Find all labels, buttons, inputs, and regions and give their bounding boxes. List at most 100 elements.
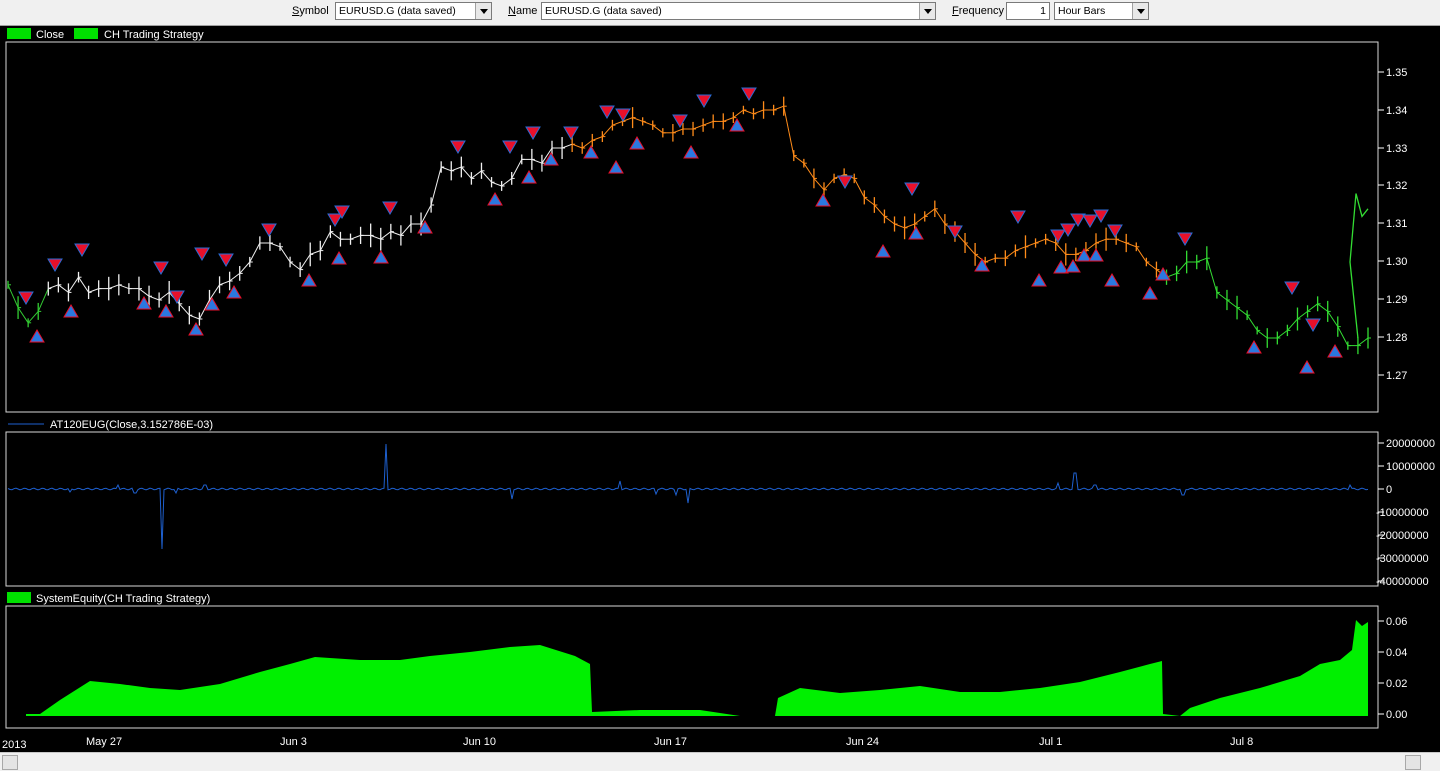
indicator-tick-label: -40000000 bbox=[1376, 576, 1429, 588]
buy-signal-icon bbox=[1031, 273, 1047, 287]
price-segment bbox=[783, 106, 795, 156]
indicator-tick-label: 20000000 bbox=[1386, 438, 1435, 450]
bar-type-dropdown-icon[interactable] bbox=[1132, 3, 1148, 19]
scroll-left-button[interactable] bbox=[2, 755, 18, 770]
price-segment bbox=[511, 159, 523, 179]
price-segment bbox=[1035, 238, 1046, 244]
sell-signal-icon bbox=[47, 258, 63, 272]
buy-signal-icon bbox=[875, 244, 891, 258]
symbol-dropdown-icon[interactable] bbox=[475, 3, 491, 19]
x-tick-label: May 27 bbox=[86, 736, 122, 748]
strategy-legend-label: CH Trading Strategy bbox=[104, 29, 204, 41]
price-tick-label: 1.33 bbox=[1386, 143, 1407, 155]
sell-signal-icon bbox=[502, 140, 518, 154]
buy-signal-icon bbox=[1246, 340, 1262, 354]
price-segment bbox=[118, 284, 130, 290]
price-segment bbox=[1287, 318, 1298, 331]
price-segment bbox=[652, 124, 664, 134]
name-dropdown-icon[interactable] bbox=[919, 3, 935, 19]
price-segment bbox=[571, 143, 583, 149]
price-segment bbox=[1277, 330, 1288, 339]
price-segment bbox=[330, 231, 341, 240]
indicator-y-axis: 20000000 10000000 0 -10000000 -20000000 … bbox=[1376, 438, 1435, 588]
name-select[interactable]: EURUSD.G (data saved) bbox=[541, 2, 936, 20]
indicator-tick-label: 10000000 bbox=[1386, 461, 1435, 473]
sell-signal-icon bbox=[696, 94, 712, 108]
buy-signal-icon bbox=[729, 118, 745, 132]
name-value: EURUSD.G (data saved) bbox=[545, 5, 662, 17]
price-segment bbox=[853, 178, 865, 198]
price-segment bbox=[1236, 307, 1248, 316]
sell-signal-icon bbox=[672, 114, 688, 128]
price-segment bbox=[1005, 250, 1016, 259]
bar-type-value: Hour Bars bbox=[1058, 5, 1106, 17]
price-segment bbox=[1095, 238, 1107, 244]
price-segment bbox=[430, 166, 442, 206]
indicator-tick-label: -20000000 bbox=[1376, 530, 1429, 542]
equity-panel-frame bbox=[5, 605, 1379, 729]
price-segment bbox=[914, 216, 926, 225]
price-segment bbox=[1206, 258, 1218, 293]
price-segment bbox=[1196, 257, 1207, 263]
price-segment bbox=[491, 181, 502, 187]
price-segment bbox=[622, 117, 633, 122]
price-segment bbox=[158, 292, 170, 301]
price-segment bbox=[1226, 299, 1238, 308]
price-spike bbox=[1349, 193, 1369, 339]
price-segment bbox=[58, 284, 69, 293]
buy-signal-icon bbox=[1076, 248, 1092, 262]
sell-signal-icon bbox=[194, 247, 210, 261]
price-segment bbox=[37, 288, 49, 312]
price-segment bbox=[78, 276, 90, 293]
price-segment bbox=[592, 136, 603, 141]
indicator-tick-label: -30000000 bbox=[1376, 553, 1429, 565]
equity-tick-label: 0.02 bbox=[1386, 678, 1407, 690]
symbol-select[interactable]: EURUSD.G (data saved) bbox=[335, 2, 492, 20]
indicator-tick-label: -10000000 bbox=[1376, 507, 1429, 519]
price-segment bbox=[601, 124, 613, 137]
price-segment bbox=[189, 314, 200, 320]
price-segment bbox=[531, 158, 543, 164]
sell-signal-icon bbox=[1284, 281, 1300, 295]
chart-canvas[interactable]: Close CH Trading Strategy AT120EUG(Close… bbox=[0, 0, 1440, 752]
buy-signal-icon bbox=[683, 145, 699, 159]
price-segment bbox=[581, 140, 593, 149]
x-axis: 2013 May 27 Jun 3 Jun 10 Jun 17 Jun 24 J… bbox=[2, 736, 1253, 751]
price-segment bbox=[561, 143, 573, 149]
price-segment bbox=[178, 303, 190, 316]
price-segment bbox=[148, 295, 160, 301]
frequency-input[interactable]: 1 bbox=[1006, 2, 1050, 20]
price-segment bbox=[1297, 311, 1308, 320]
price-segment bbox=[481, 170, 492, 183]
price-segment bbox=[17, 307, 29, 324]
price-segment bbox=[310, 250, 321, 255]
price-segment bbox=[1337, 326, 1349, 346]
price-segment bbox=[1216, 292, 1228, 301]
sell-signal-icon bbox=[599, 105, 615, 119]
price-segment bbox=[1085, 242, 1097, 251]
indicator-panel-frame bbox=[5, 431, 1379, 587]
x-tick-label: Jun 24 bbox=[846, 736, 879, 748]
buy-signal-icon bbox=[331, 251, 347, 265]
name-label: Name bbox=[508, 5, 538, 17]
buy-signal-icon bbox=[373, 250, 389, 264]
price-segment bbox=[904, 223, 915, 229]
price-segment bbox=[894, 223, 905, 229]
price-segment bbox=[299, 254, 311, 270]
scroll-thumb[interactable] bbox=[1405, 755, 1421, 770]
price-segment bbox=[350, 234, 361, 240]
bar-type-select[interactable]: Hour Bars bbox=[1054, 2, 1149, 20]
price-segment bbox=[733, 109, 744, 118]
price-segment bbox=[1317, 303, 1329, 312]
sell-signal-icon bbox=[837, 175, 853, 189]
price-segment bbox=[1015, 246, 1026, 252]
buy-signal-icon bbox=[63, 304, 79, 318]
price-segment bbox=[1135, 246, 1147, 263]
price-tick-label: 1.29 bbox=[1386, 294, 1407, 306]
price-segment bbox=[48, 284, 59, 290]
buy-signal-icon bbox=[29, 329, 45, 343]
price-segment bbox=[924, 208, 936, 217]
horizontal-scrollbar[interactable] bbox=[0, 752, 1440, 771]
price-segment bbox=[1357, 337, 1369, 346]
sell-signal-icon bbox=[327, 213, 343, 227]
